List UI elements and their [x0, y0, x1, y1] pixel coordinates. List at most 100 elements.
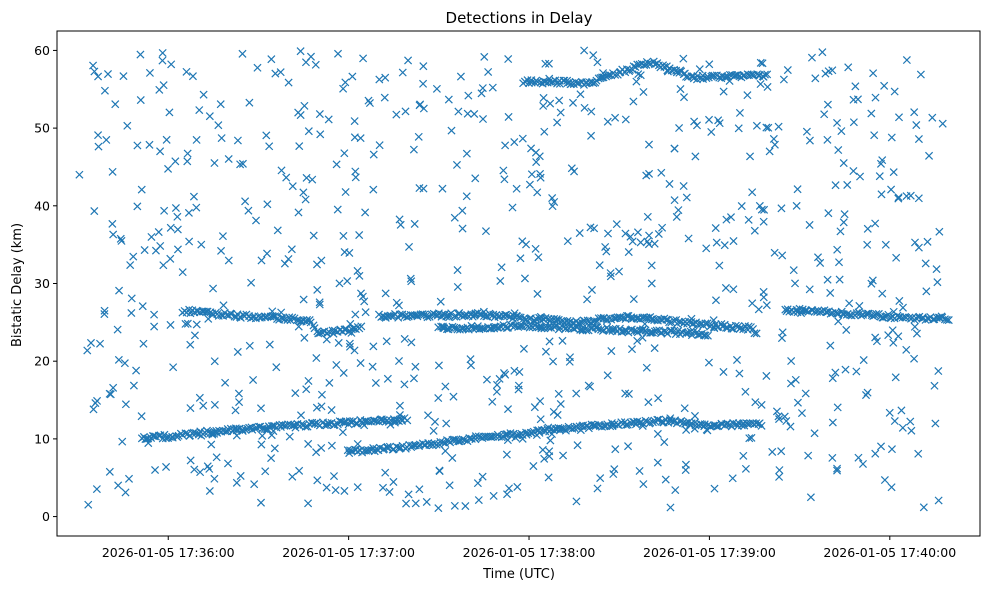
detection-marker	[779, 75, 788, 84]
detection-marker	[162, 462, 171, 471]
detection-marker	[644, 140, 654, 149]
detection-marker	[675, 124, 684, 133]
detection-marker	[642, 363, 651, 372]
detection-marker	[330, 420, 339, 429]
detection-marker	[894, 193, 903, 202]
detection-marker	[584, 381, 593, 390]
detection-marker	[603, 371, 612, 380]
detection-marker	[871, 449, 880, 458]
detection-marker	[514, 381, 523, 390]
detection-marker	[653, 429, 662, 438]
detection-marker	[786, 379, 795, 388]
detection-marker	[612, 220, 621, 229]
detection-marker	[665, 179, 674, 188]
detection-marker	[140, 246, 149, 255]
detection-marker	[339, 368, 348, 377]
detection-marker	[155, 85, 164, 94]
detection-marker	[89, 61, 98, 70]
detection-marker	[479, 324, 488, 333]
detection-marker	[719, 367, 728, 376]
detection-marker	[291, 389, 300, 398]
detection-marker	[345, 417, 354, 426]
detection-marker	[299, 295, 308, 304]
detection-marker	[572, 389, 581, 398]
detection-marker	[409, 145, 418, 154]
detection-marker	[340, 149, 349, 158]
detection-marker	[532, 158, 541, 167]
detection-marker	[752, 419, 761, 428]
detection-marker	[568, 98, 578, 107]
detection-marker	[602, 247, 611, 256]
detection-marker	[914, 243, 923, 252]
detection-marker	[852, 367, 861, 376]
detection-marker	[887, 133, 896, 142]
detection-marker	[836, 227, 845, 236]
detection-marker	[912, 329, 921, 338]
detection-marker	[878, 313, 887, 322]
detection-marker	[652, 326, 661, 335]
detection-marker	[303, 315, 312, 324]
detection-marker	[500, 175, 509, 184]
detection-marker	[450, 435, 459, 444]
detection-marker	[936, 313, 945, 322]
detection-marker	[114, 355, 123, 364]
detection-marker	[494, 323, 503, 332]
detection-marker	[127, 294, 136, 303]
detection-marker	[117, 236, 126, 245]
detection-marker	[241, 197, 250, 206]
detection-marker	[660, 438, 669, 447]
detection-marker	[139, 339, 148, 348]
detection-marker	[383, 374, 392, 383]
detection-marker	[340, 486, 349, 495]
detection-marker	[539, 93, 548, 102]
detection-marker	[870, 131, 879, 140]
detection-marker	[445, 481, 454, 490]
detection-marker	[852, 309, 861, 318]
detection-marker	[450, 213, 459, 222]
detection-marker	[653, 415, 662, 424]
detection-marker	[267, 422, 276, 431]
detection-marker	[647, 261, 656, 270]
detection-marker	[858, 459, 868, 469]
detection-marker	[84, 500, 93, 509]
detection-marker	[186, 456, 195, 465]
detection-marker	[887, 483, 896, 492]
detection-marker	[876, 442, 886, 451]
detection-marker	[674, 206, 683, 215]
detection-marker	[223, 427, 232, 436]
detection-marker	[478, 114, 488, 124]
detection-marker	[160, 206, 169, 215]
detection-marker	[302, 385, 311, 394]
detection-marker	[748, 188, 757, 197]
detection-marker	[492, 387, 501, 396]
detection-marker	[219, 301, 228, 310]
detection-marker	[164, 164, 173, 173]
detection-marker	[619, 327, 628, 336]
detection-marker	[843, 180, 852, 189]
detection-marker	[726, 213, 736, 222]
detection-marker	[151, 432, 160, 441]
detection-marker	[535, 152, 544, 161]
detection-marker	[432, 84, 441, 93]
detection-marker	[555, 96, 564, 105]
detection-marker	[315, 110, 324, 119]
detection-marker	[561, 324, 571, 333]
detection-marker	[136, 96, 145, 105]
detection-marker	[502, 323, 511, 333]
detection-marker	[833, 118, 842, 127]
detection-marker	[553, 118, 562, 127]
y-tick-label: 50	[34, 121, 50, 136]
detection-marker	[195, 393, 204, 402]
detection-marker	[96, 339, 105, 348]
detection-marker	[709, 316, 718, 325]
detection-marker	[434, 361, 443, 370]
detection-marker	[826, 341, 835, 350]
detection-marker	[238, 159, 247, 168]
detection-marker	[922, 287, 931, 296]
detection-marker	[271, 69, 280, 78]
detection-marker	[471, 432, 480, 441]
detection-marker	[442, 325, 451, 334]
detection-marker	[210, 400, 219, 409]
detection-marker	[550, 197, 559, 206]
